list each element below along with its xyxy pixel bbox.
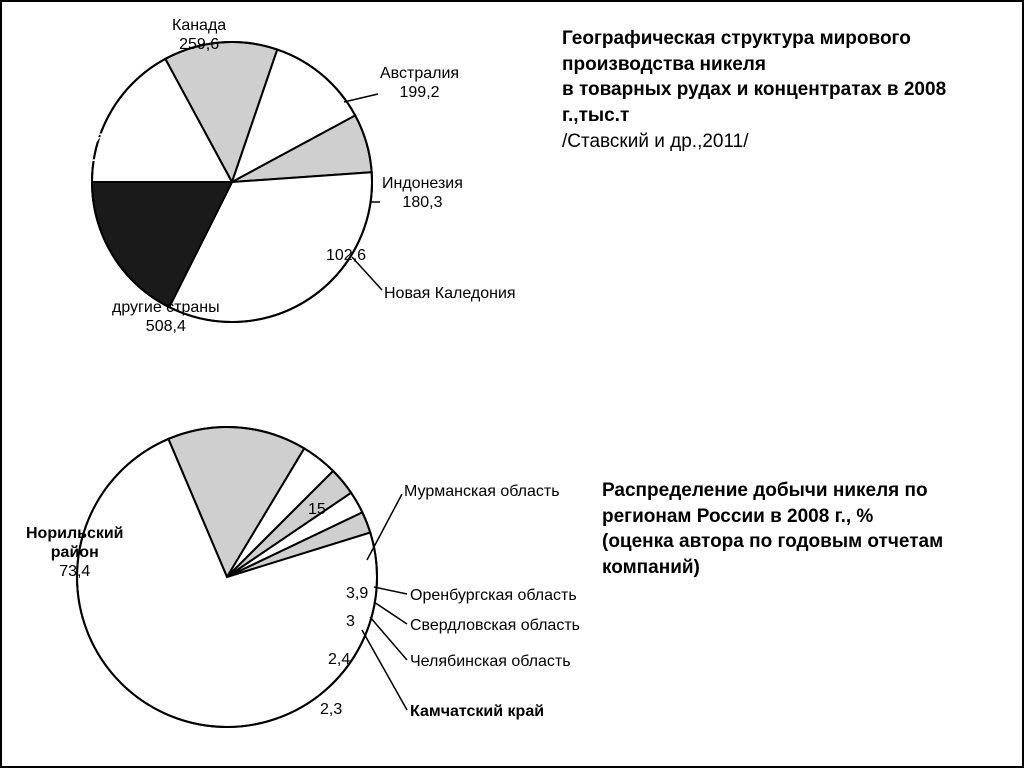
val: 73,4	[26, 562, 124, 581]
txt: Австралия	[380, 65, 459, 82]
val-chelyabinsk: 2,4	[328, 650, 350, 669]
caption-bold: Географическая структура мирового произв…	[562, 28, 946, 126]
label-canada: Канада 259,6	[172, 16, 226, 54]
txt: Индонезия	[382, 175, 463, 192]
label-orenburg: Оренбургская область	[410, 586, 577, 605]
label-norilsk: Норильскийрайон 73,4	[26, 524, 124, 582]
val: 180,3	[382, 193, 463, 212]
caption-world: Географическая структура мирового произв…	[562, 26, 992, 154]
val-newcaledonia: 102,6	[326, 246, 366, 265]
val-orenburg: 3,9	[346, 584, 368, 603]
label-russia: Россия 267,1	[47, 128, 104, 166]
val: 508,4	[112, 317, 220, 336]
val: 199,2	[380, 83, 459, 102]
caption-src: /Ставский и др.,2011/	[562, 131, 749, 152]
caption-bold: Распределение добычи никеля по регионам …	[602, 480, 943, 578]
label-kamchatka: Камчатский край	[410, 702, 544, 721]
label-newcaledonia: Новая Каледония	[384, 284, 516, 303]
txt: Канада	[172, 17, 226, 34]
txt: Россия	[47, 129, 104, 146]
val-kamchatka: 2,3	[320, 700, 342, 719]
val-sverdlovsk: 3	[346, 612, 355, 631]
label-chelyabinsk: Челябинская область	[410, 652, 571, 671]
val-murmansk: 15	[308, 500, 326, 519]
txt: Новая Каледония	[384, 285, 516, 302]
label-indonesia: Индонезия 180,3	[382, 174, 463, 212]
label-murmansk: Мурманская область	[404, 482, 560, 501]
val: 102,6	[326, 247, 366, 264]
txt: другие страны	[112, 299, 220, 316]
page-root: Канада 259,6 Австралия 199,2 Индонезия 1…	[0, 0, 1024, 768]
label-sverdlovsk: Свердловская область	[410, 616, 580, 635]
caption-russia: Распределение добычи никеля по регионам …	[602, 478, 1002, 581]
label-australia: Австралия 199,2	[380, 64, 459, 102]
val: 259,6	[172, 35, 226, 54]
label-others: другие страны 508,4	[112, 298, 220, 336]
val: 267,1	[47, 147, 104, 166]
